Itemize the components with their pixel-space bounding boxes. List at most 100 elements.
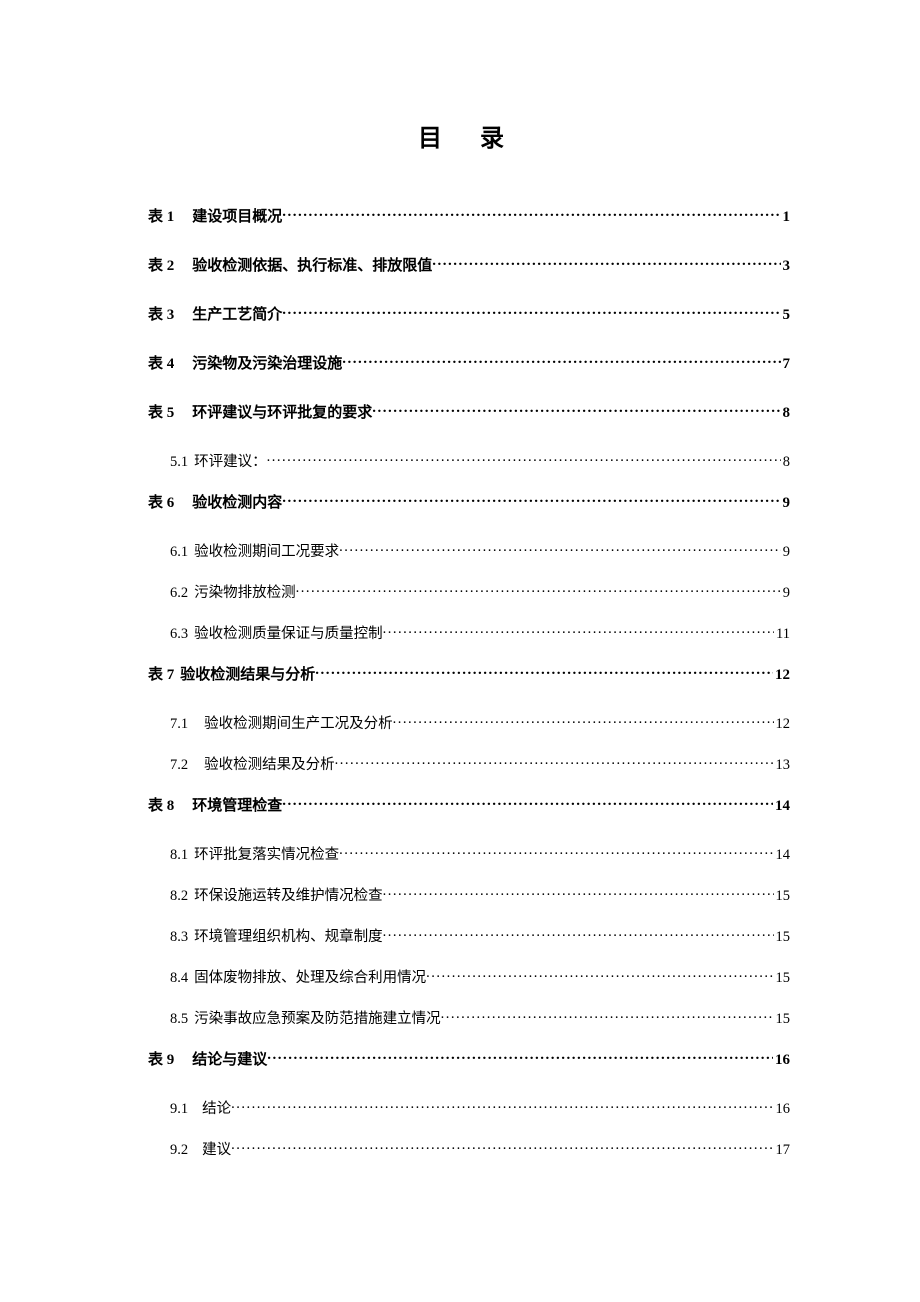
toc-page-number: 9 bbox=[781, 544, 790, 561]
toc-label: 环评批复落实情况检查 bbox=[194, 843, 339, 864]
toc-prefix: 表 9 bbox=[148, 1048, 174, 1069]
toc-page-number: 13 bbox=[774, 757, 791, 774]
toc-page-number: 15 bbox=[774, 929, 791, 946]
toc-prefix: 7.1 bbox=[170, 716, 188, 733]
toc-page-number: 15 bbox=[774, 970, 791, 987]
toc-entry: 8.1 环评批复落实情况检查 14 bbox=[148, 843, 790, 864]
toc-label: 建设项目概况 bbox=[192, 205, 282, 226]
toc-entry: 表 4 污染物及污染治理设施 7 bbox=[148, 352, 790, 373]
toc-leader-dots bbox=[342, 353, 780, 368]
toc-leader-dots bbox=[231, 1099, 773, 1114]
toc-entry: 表 5 环评建议与环评批复的要求 8 bbox=[148, 401, 790, 422]
toc-page-number: 12 bbox=[774, 716, 791, 733]
toc-label: 验收检测质量保证与质量控制 bbox=[194, 622, 383, 643]
toc-prefix: 8.2 bbox=[170, 888, 188, 905]
toc-prefix: 9.2 bbox=[170, 1142, 188, 1159]
toc-label: 生产工艺简介 bbox=[192, 303, 282, 324]
toc-prefix: 表 4 bbox=[148, 352, 174, 373]
toc-page-number: 15 bbox=[774, 888, 791, 905]
toc-leader-dots bbox=[383, 624, 774, 639]
toc-page-number: 15 bbox=[774, 1011, 791, 1028]
toc-entry: 9.2 建议 17 bbox=[148, 1138, 790, 1159]
toc-prefix: 表 8 bbox=[148, 794, 174, 815]
toc-leader-dots bbox=[393, 714, 774, 729]
toc-entry: 8.5 污染事故应急预案及防范措施建立情况 15 bbox=[148, 1007, 790, 1028]
toc-label: 污染事故应急预案及防范措施建立情况 bbox=[194, 1007, 441, 1028]
toc-label: 污染物及污染治理设施 bbox=[192, 352, 342, 373]
toc-label: 环评建议与环评批复的要求 bbox=[192, 401, 372, 422]
toc-label: 环境管理组织机构、规章制度 bbox=[194, 925, 383, 946]
toc-prefix: 表 1 bbox=[148, 205, 174, 226]
toc-leader-dots bbox=[296, 583, 781, 598]
toc-label: 结论 bbox=[202, 1097, 231, 1118]
toc-page-number: 8 bbox=[781, 454, 790, 471]
toc-leader-dots bbox=[383, 886, 774, 901]
toc-entry: 6.2 污染物排放检测 9 bbox=[148, 581, 790, 602]
toc-label: 环保设施运转及维护情况检查 bbox=[194, 884, 383, 905]
toc-leader-dots bbox=[267, 452, 781, 467]
toc-page-number: 11 bbox=[774, 626, 790, 643]
toc-label: 污染物排放检测 bbox=[194, 581, 296, 602]
toc-entry: 6.3 验收检测质量保证与质量控制 11 bbox=[148, 622, 790, 643]
toc-leader-dots bbox=[282, 795, 773, 810]
toc-label: 验收检测期间工况要求 bbox=[194, 540, 339, 561]
toc-page-number: 8 bbox=[781, 405, 791, 422]
toc-prefix: 8.3 bbox=[170, 929, 188, 946]
toc-entry: 表 3生产工艺简介5 bbox=[148, 303, 790, 324]
toc-page-number: 7 bbox=[781, 356, 791, 373]
toc-title: 目 录 bbox=[148, 118, 790, 153]
toc-prefix: 表 5 bbox=[148, 401, 174, 422]
toc-entry: 8.3 环境管理组织机构、规章制度 15 bbox=[148, 925, 790, 946]
toc-entry: 9.1 结论 16 bbox=[148, 1097, 790, 1118]
document-page: 目 录 表 1 建设项目概况 1 表 2验收检测依据、执行标准、排放限值 3 表 3 生产… bbox=[0, 0, 920, 1279]
toc-entry: 6.1 验收检测期间工况要求 9 bbox=[148, 540, 790, 561]
toc-entry: 5.1 环评建议： 8 bbox=[148, 450, 790, 471]
toc-page-number: 14 bbox=[774, 847, 791, 864]
toc-label: 环境管理检查 bbox=[192, 794, 282, 815]
toc-prefix: 9.1 bbox=[170, 1101, 188, 1118]
toc-prefix: 6.3 bbox=[170, 626, 188, 643]
toc-prefix: 表 7 bbox=[148, 663, 174, 684]
toc-label: 验收检测内容 bbox=[192, 491, 282, 512]
toc-label: 结论与建议 bbox=[192, 1048, 267, 1069]
toc-page-number: 9 bbox=[781, 495, 791, 512]
toc-prefix: 7.2 bbox=[170, 757, 188, 774]
toc-label: 验收检测期间生产工况及分析 bbox=[204, 712, 393, 733]
toc-leader-dots bbox=[282, 304, 780, 319]
toc-page-number: 12 bbox=[773, 667, 790, 684]
toc-leader-dots bbox=[339, 845, 773, 860]
toc-page-number: 1 bbox=[781, 209, 791, 226]
toc-prefix: 5.1 bbox=[170, 454, 188, 471]
toc-leader-dots bbox=[372, 402, 780, 417]
toc-entry: 表 6验收检测内容9 bbox=[148, 491, 790, 512]
toc-leader-dots bbox=[426, 968, 773, 983]
toc-leader-dots bbox=[335, 755, 774, 770]
toc-leader-dots bbox=[267, 1049, 773, 1064]
toc-prefix: 8.4 bbox=[170, 970, 188, 987]
toc-prefix: 8.5 bbox=[170, 1011, 188, 1028]
toc-page-number: 16 bbox=[774, 1101, 791, 1118]
toc-entry: 表 9 结论与建议 16 bbox=[148, 1048, 790, 1069]
toc-page-number: 9 bbox=[781, 585, 790, 602]
toc-entry: 7.1 验收检测期间生产工况及分析 12 bbox=[148, 712, 790, 733]
toc-label: 环评建议： bbox=[194, 450, 267, 471]
toc-label: 建议 bbox=[202, 1138, 231, 1159]
table-of-contents: 表 1 建设项目概况 1 表 2验收检测依据、执行标准、排放限值 3 表 3 生产工艺简介… bbox=[148, 205, 790, 1159]
toc-leader-dots bbox=[282, 492, 780, 507]
toc-entry: 7.2 验收检测结果及分析 13 bbox=[148, 753, 790, 774]
toc-page-number: 17 bbox=[774, 1142, 791, 1159]
toc-prefix: 6.2 bbox=[170, 585, 188, 602]
toc-entry: 表 2验收检测依据、执行标准、排放限值 3 bbox=[148, 254, 790, 275]
toc-page-number: 3 bbox=[781, 258, 791, 275]
toc-label: 验收检测结果与分析 bbox=[180, 663, 315, 684]
toc-prefix: 表 3 bbox=[148, 303, 174, 324]
toc-leader-dots bbox=[441, 1009, 774, 1024]
toc-prefix: 8.1 bbox=[170, 847, 188, 864]
toc-entry: 8.2 环保设施运转及维护情况检查 15 bbox=[148, 884, 790, 905]
toc-entry: 8.4固体废物排放、处理及综合利用情况 15 bbox=[148, 966, 790, 987]
toc-prefix: 6.1 bbox=[170, 544, 188, 561]
toc-page-number: 16 bbox=[773, 1052, 790, 1069]
toc-label: 验收检测结果及分析 bbox=[204, 753, 335, 774]
toc-leader-dots bbox=[383, 927, 774, 942]
toc-entry: 表 1 建设项目概况 1 bbox=[148, 205, 790, 226]
